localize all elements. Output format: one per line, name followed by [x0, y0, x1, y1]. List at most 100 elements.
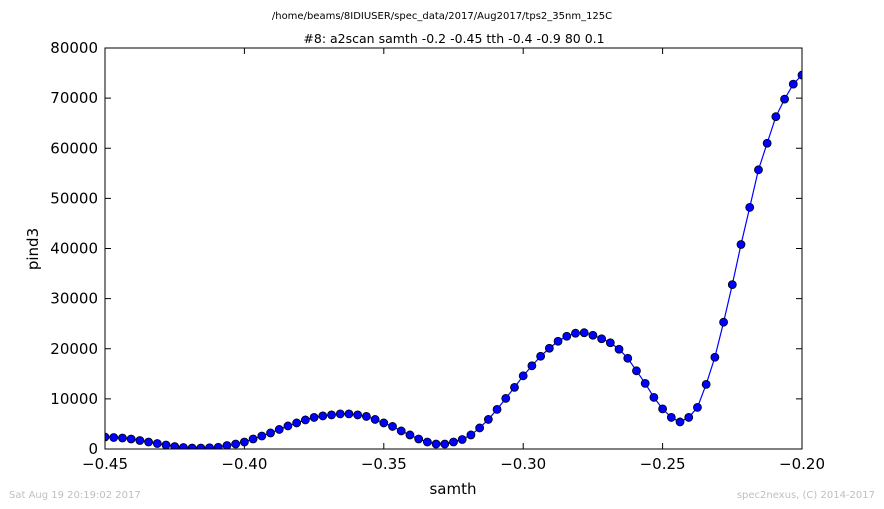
- data-point: [562, 331, 572, 341]
- data-point: [213, 442, 223, 449]
- data-point: [492, 404, 502, 414]
- data-point: [527, 361, 537, 371]
- data-point: [605, 338, 615, 348]
- data-point: [466, 430, 476, 440]
- series-pind3: [105, 64, 823, 449]
- data-point: [544, 343, 554, 353]
- data-point: [105, 432, 110, 442]
- data-point: [815, 81, 823, 89]
- data-point: [327, 410, 336, 420]
- data-point: [510, 382, 519, 392]
- data-point: [754, 165, 763, 175]
- data-point: [344, 409, 354, 419]
- data-point: [710, 352, 720, 362]
- y-tick-label: 20000: [50, 340, 98, 358]
- data-point: [179, 443, 188, 449]
- data-point: [414, 434, 424, 444]
- x-tick-labels: −0.45 −0.40 −0.35 −0.30 −0.25 −0.20: [82, 455, 825, 473]
- data-point: [719, 317, 728, 327]
- data-point: [745, 202, 755, 212]
- data-point: [266, 428, 275, 438]
- data-point: [431, 439, 441, 449]
- data-point: [632, 366, 641, 376]
- chart-title: #8: a2scan samth -0.2 -0.45 tth -0.4 -0.…: [303, 31, 604, 46]
- data-point: [475, 423, 485, 433]
- data-point: [553, 336, 563, 346]
- data-point: [222, 441, 232, 449]
- data-point: [300, 415, 310, 425]
- footer-timestamp: Sat Aug 19 20:19:02 2017: [9, 490, 141, 501]
- data-point: [440, 439, 450, 449]
- data-point: [187, 443, 197, 449]
- data-point: [693, 402, 702, 412]
- data-point: [161, 440, 171, 449]
- data-point: [649, 392, 659, 402]
- y-tick-labels: 0 10000 20000 30000 40000 50000 60000 70000 8000…: [50, 39, 98, 458]
- data-point: [788, 79, 798, 89]
- y-tick-label: 0: [88, 440, 98, 458]
- x-tick-label: −0.45: [82, 455, 128, 473]
- data-point: [379, 418, 389, 428]
- data-point: [614, 344, 624, 354]
- data-point: [684, 413, 694, 422]
- data-point: [501, 393, 511, 403]
- data-point: [571, 328, 580, 338]
- data-point: [457, 435, 467, 444]
- data-point: [675, 417, 685, 427]
- y-tick-label: 80000: [50, 39, 98, 57]
- data-point: [109, 433, 119, 442]
- data-point: [309, 413, 319, 422]
- data-point: [640, 378, 650, 388]
- x-tick-label: −0.25: [640, 455, 686, 473]
- data-point: [666, 413, 676, 422]
- footer-credit: spec2nexus, (C) 2014-2017: [737, 490, 875, 501]
- data-point: [579, 328, 589, 338]
- data-point: [353, 410, 363, 420]
- data-point: [135, 436, 145, 445]
- data-point: [257, 431, 267, 441]
- data-point: [239, 437, 249, 447]
- data-point: [152, 439, 162, 448]
- data-point: [771, 112, 781, 122]
- data-point: [126, 434, 136, 444]
- y-tick-label: 40000: [50, 240, 98, 258]
- y-tick-label: 10000: [50, 390, 98, 408]
- data-point: [248, 434, 258, 444]
- data-point: [283, 421, 293, 431]
- data-point: [170, 442, 180, 449]
- data-point: [727, 280, 737, 289]
- data-point: [292, 418, 302, 428]
- series-points: [105, 64, 823, 449]
- data-point: [422, 437, 432, 447]
- data-point: [588, 330, 598, 340]
- data-point: [405, 430, 415, 440]
- y-tick-label: 30000: [50, 290, 98, 308]
- data-point: [807, 64, 815, 72]
- x-tick-label: −0.30: [500, 455, 546, 473]
- data-point: [370, 415, 380, 424]
- data-point: [205, 443, 214, 449]
- data-point: [597, 334, 607, 344]
- data-point: [274, 425, 284, 434]
- data-point: [396, 426, 406, 436]
- data-point: [518, 371, 528, 381]
- data-point: [623, 353, 633, 363]
- x-tick-label: −0.40: [221, 455, 267, 473]
- data-point: [335, 409, 345, 419]
- x-axis-label: samth: [429, 480, 476, 498]
- data-point: [797, 70, 802, 80]
- data-point: [701, 379, 711, 389]
- y-tick-label: 50000: [50, 189, 98, 207]
- data-point: [231, 439, 241, 449]
- y-tick-label: 60000: [50, 139, 98, 157]
- data-point: [118, 433, 127, 443]
- x-tick-label: −0.20: [779, 455, 825, 473]
- y-axis-label: pind3: [24, 228, 42, 270]
- data-point: [318, 411, 328, 421]
- data-point: [658, 404, 667, 414]
- data-point: [736, 240, 746, 249]
- file-path-label: /home/beams/8IDIUSER/spec_data/2017/Aug2…: [272, 11, 612, 22]
- data-point: [361, 412, 371, 421]
- data-point: [449, 437, 458, 447]
